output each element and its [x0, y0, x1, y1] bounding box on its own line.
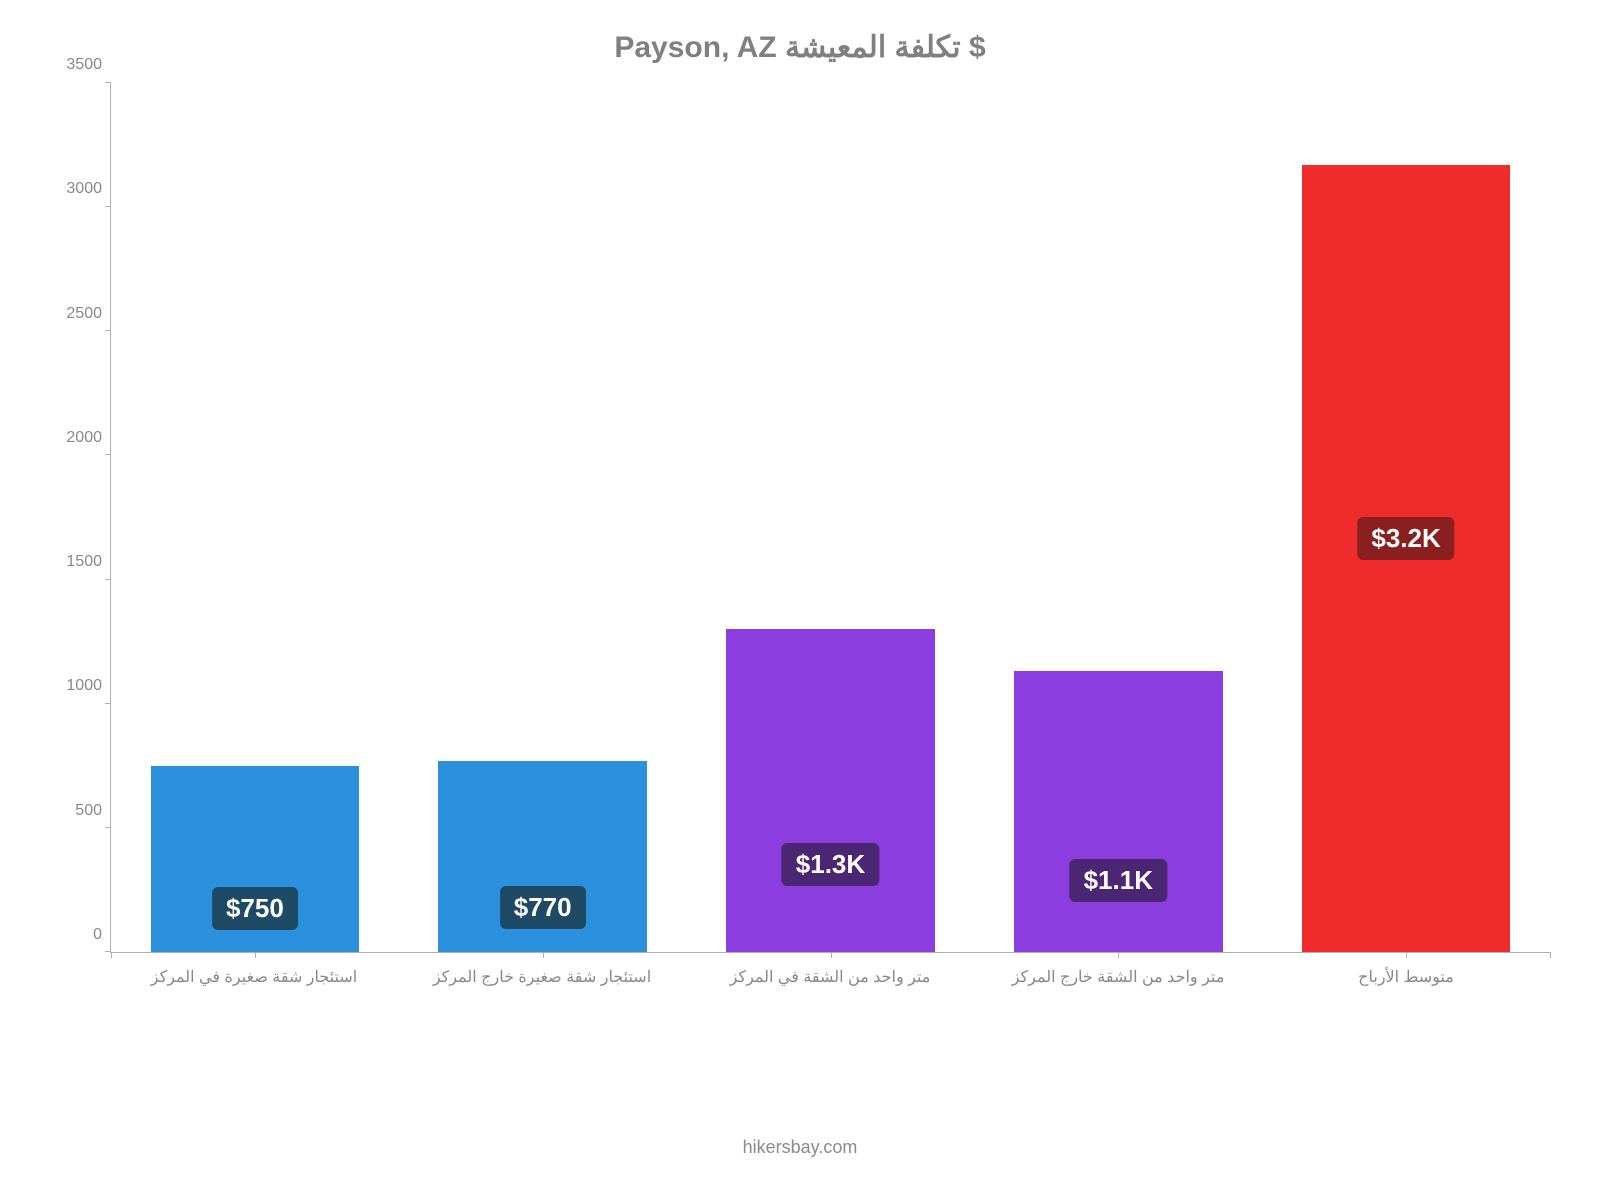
bar: $3.2K	[1302, 165, 1511, 952]
y-tick-mark	[105, 703, 111, 704]
x-tick-label: استئجار شقة صغيرة في المركز	[151, 967, 357, 987]
y-tick-label: 1500	[66, 553, 102, 571]
y-tick-mark	[105, 579, 111, 580]
x-tick-label: متوسط الأرباح	[1358, 967, 1454, 987]
y-tick-label: 3500	[66, 56, 102, 74]
bar-value-label: $770	[500, 886, 586, 929]
x-tick-mark	[1550, 952, 1551, 958]
x-tick-mark	[255, 952, 256, 958]
y-tick-mark	[105, 330, 111, 331]
y-tick-mark	[105, 82, 111, 83]
y-tick-label: 2500	[66, 305, 102, 323]
x-tick-mark	[543, 952, 544, 958]
bar-value-label: $3.2K	[1357, 517, 1454, 560]
y-tick-label: 1000	[66, 677, 102, 695]
x-tick-mark	[111, 952, 112, 958]
y-tick-label: 2000	[66, 429, 102, 447]
bar-value-label: $1.3K	[782, 843, 879, 886]
y-axis: 0500100015002000250030003500	[50, 83, 110, 953]
x-tick-mark	[1118, 952, 1119, 958]
bar: $1.3K	[726, 629, 935, 952]
plot-area: $750 $770 $1.3K $1.1K $3.2K	[110, 83, 1550, 953]
y-tick-mark	[105, 827, 111, 828]
bar-value-label: $750	[212, 887, 298, 930]
chart-title: Payson, AZ تكلفة المعيشة $	[50, 30, 1550, 65]
x-tick-label: متر واحد من الشقة في المركز	[730, 967, 931, 987]
x-tick-mark	[1406, 952, 1407, 958]
bar: $750	[151, 766, 360, 952]
bar: $1.1K	[1014, 671, 1223, 952]
y-tick-label: 0	[93, 926, 102, 944]
x-tick-label: استئجار شقة صغيرة خارج المركز	[433, 967, 651, 987]
plot-wrap: 0500100015002000250030003500 $750$770$1.…	[50, 83, 1550, 953]
y-tick-mark	[105, 206, 111, 207]
x-tick-mark	[831, 952, 832, 958]
y-tick-label: 3000	[66, 180, 102, 198]
y-tick-mark	[105, 454, 111, 455]
chart-footer: hikersbay.com	[50, 1137, 1550, 1158]
bar-value-label: $1.1K	[1070, 859, 1167, 902]
chart-container: Payson, AZ تكلفة المعيشة $ 0 500 1000 1500 2…	[0, 0, 1600, 1200]
x-tick-label: متر واحد من الشقة خارج المركز	[1012, 967, 1225, 987]
y-tick-label: 500	[75, 802, 102, 820]
x-axis-labels: استئجار شقة صغيرة في المركز استئجار شقة ص…	[110, 967, 1550, 1007]
bar: $770	[438, 761, 647, 952]
